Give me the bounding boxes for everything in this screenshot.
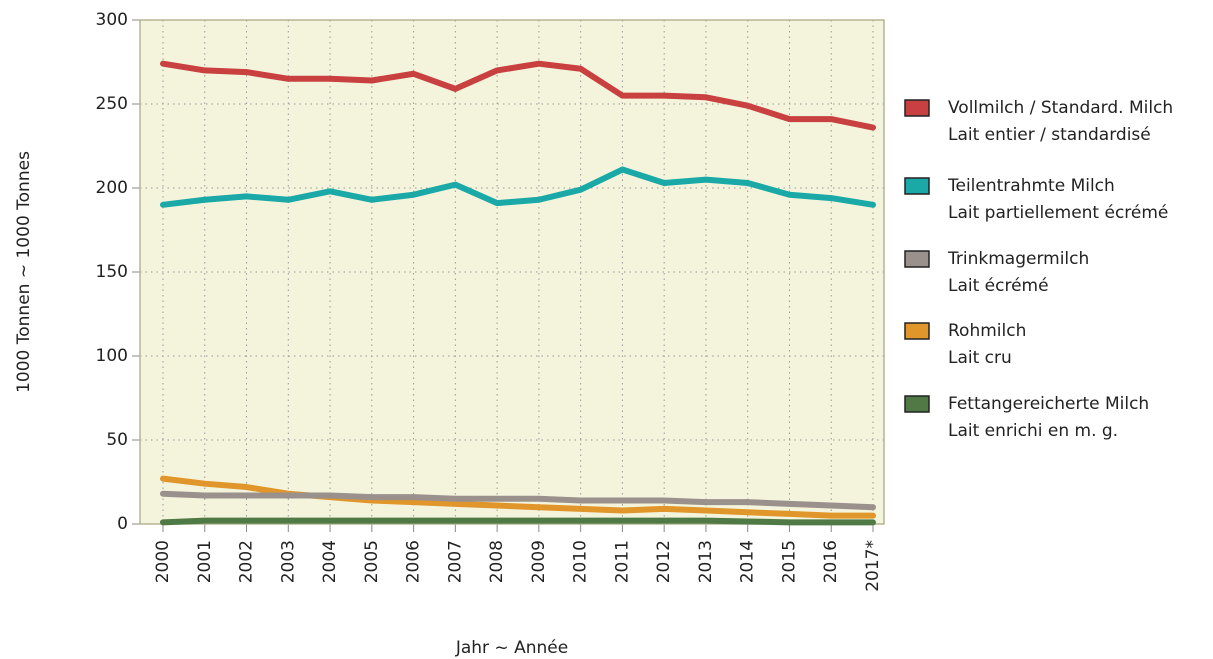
y-tick-label: 200 — [96, 178, 128, 198]
y-tick-label: 300 — [96, 10, 128, 30]
series-line — [160, 166, 876, 208]
legend-label: Lait entier / standardisé — [948, 125, 1151, 145]
y-tick-label: 0 — [117, 514, 128, 534]
legend-label: Trinkmagermilch — [947, 249, 1089, 269]
x-tick-label: 2016 — [821, 540, 841, 583]
legend-swatch — [904, 250, 930, 268]
series-line — [160, 490, 876, 511]
x-tick-label: 2008 — [487, 540, 507, 583]
y-tick-label: 100 — [96, 346, 128, 366]
x-tick-label: 2014 — [738, 540, 758, 583]
x-tick-label: 2006 — [404, 540, 424, 583]
legend-label: Lait enrichi en m. g. — [948, 421, 1118, 441]
x-tick-label: 2007 — [445, 540, 465, 583]
x-tick-label: 2002 — [237, 540, 257, 583]
x-tick-label: 2003 — [278, 540, 298, 583]
plot-area — [140, 20, 884, 524]
legend-swatch — [904, 99, 930, 117]
y-axis-label: 1000 Tonnen ~ 1000 Tonnes — [14, 151, 34, 393]
x-tick-label: 2011 — [612, 540, 632, 583]
legend-swatch — [904, 322, 930, 340]
x-tick-label: 2013 — [696, 540, 716, 583]
x-tick-label: 2004 — [320, 540, 340, 583]
x-tick-label: 2012 — [654, 540, 674, 583]
legend-swatch — [904, 395, 930, 413]
x-axis-label: Jahr ~ Année — [455, 638, 568, 658]
x-tick-label: 2001 — [195, 540, 215, 583]
legend-label: Lait partiellement écrémé — [948, 203, 1168, 223]
x-tick-label: 2010 — [571, 540, 591, 583]
y-tick-label: 150 — [96, 262, 128, 282]
x-tick-label: 2017* — [863, 540, 883, 592]
x-tick-label: 2009 — [529, 540, 549, 583]
plot-border — [139, 19, 885, 525]
x-tick-label: 2000 — [153, 540, 173, 583]
legend-label: Teilentrahmte Milch — [947, 176, 1115, 196]
x-tick-label: 2015 — [779, 540, 799, 583]
legend-label: Fettangereicherte Milch — [948, 394, 1149, 414]
y-tick-label: 250 — [96, 94, 128, 114]
legend-label: Vollmilch / Standard. Milch — [948, 98, 1173, 118]
series-line — [160, 60, 876, 131]
legend-label: Lait cru — [948, 348, 1012, 368]
series-line — [160, 517, 876, 526]
legend-label: Rohmilch — [948, 321, 1026, 341]
legend-swatch — [904, 177, 930, 195]
legend-label: Lait écrémé — [948, 276, 1049, 296]
x-tick-label: 2005 — [362, 540, 382, 583]
y-tick-label: 50 — [106, 430, 128, 450]
